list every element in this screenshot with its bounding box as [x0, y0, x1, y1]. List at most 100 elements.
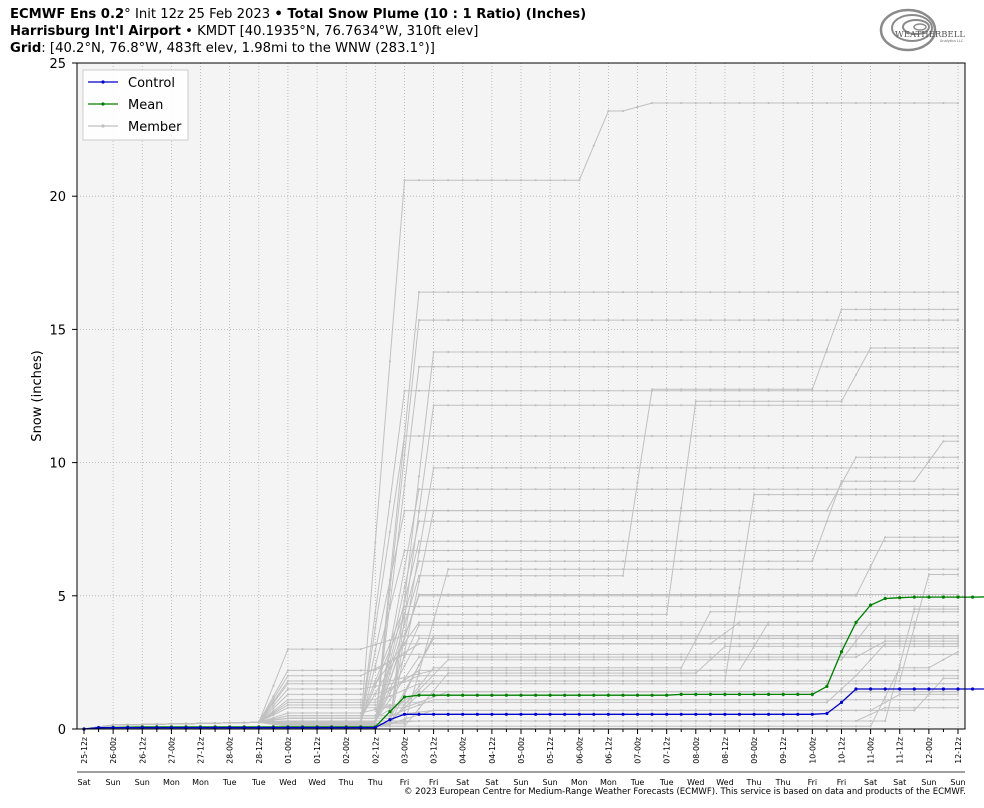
member-point — [432, 319, 435, 322]
member-point — [723, 634, 727, 637]
member-point — [447, 674, 450, 677]
member-point — [417, 688, 421, 692]
member-point — [563, 568, 566, 571]
member-point — [592, 520, 595, 523]
member-point — [607, 656, 610, 659]
member-point — [636, 725, 639, 728]
member-point — [330, 722, 333, 725]
member-point — [490, 682, 493, 685]
member-point — [956, 573, 960, 576]
mean-point — [548, 693, 552, 697]
member-point — [956, 536, 960, 539]
member-point — [403, 484, 406, 487]
member-point — [621, 613, 625, 616]
member-point — [738, 466, 741, 469]
member-point — [840, 488, 843, 491]
member-point — [898, 679, 901, 683]
member-point — [345, 693, 348, 696]
member-point — [549, 404, 552, 407]
member-point — [738, 658, 741, 661]
member-point — [607, 549, 610, 552]
member-point — [782, 101, 785, 105]
member-point — [476, 574, 479, 577]
member-point — [563, 594, 566, 597]
member-point — [432, 594, 435, 597]
member-point — [913, 488, 916, 491]
control-point — [402, 712, 407, 716]
member-point — [854, 642, 858, 645]
member-point — [607, 698, 610, 701]
member-point — [694, 674, 697, 677]
member-point — [286, 711, 289, 715]
member-point — [913, 605, 916, 608]
member-point — [753, 560, 756, 563]
member-point — [796, 658, 799, 661]
member-point — [607, 709, 610, 712]
member-point — [592, 674, 595, 677]
member-point — [796, 404, 799, 407]
member-point — [432, 621, 435, 624]
member-point — [490, 560, 493, 563]
member-point — [563, 621, 566, 624]
member-point — [388, 500, 391, 503]
member-point — [490, 674, 493, 677]
member-point — [505, 682, 508, 685]
member-point — [549, 549, 552, 552]
member-point — [956, 389, 960, 392]
member-point — [680, 389, 683, 392]
member-point — [898, 509, 901, 512]
member-point — [432, 574, 435, 577]
member-point — [796, 719, 799, 723]
member-point — [680, 506, 683, 509]
member-point — [403, 664, 406, 668]
member-point — [490, 669, 493, 672]
member-point — [476, 666, 479, 669]
member-point — [709, 682, 712, 685]
member-point — [884, 593, 887, 596]
member-point — [301, 703, 304, 707]
member-point — [811, 319, 814, 322]
member-point — [272, 697, 275, 701]
member-point — [534, 568, 537, 571]
member-point — [476, 658, 479, 661]
mean-point — [519, 693, 523, 697]
member-point — [549, 624, 552, 627]
mean-point — [883, 596, 887, 601]
x-day-label: Fri — [429, 778, 439, 787]
member-point — [869, 346, 872, 350]
member-point — [825, 624, 829, 627]
member-point — [549, 653, 552, 656]
member-point — [854, 653, 858, 656]
member-point — [316, 674, 319, 677]
member-point — [403, 642, 406, 645]
member-point — [898, 319, 901, 322]
member-point — [840, 621, 843, 624]
member-point — [651, 725, 654, 728]
member-point — [680, 291, 683, 294]
member-point — [723, 632, 727, 635]
member-point — [432, 701, 435, 704]
member-point — [447, 574, 450, 577]
member-point — [388, 679, 391, 683]
member-point — [621, 574, 625, 577]
member-point — [505, 653, 508, 656]
member-point — [738, 605, 741, 608]
member-point — [505, 350, 508, 354]
member-point — [607, 658, 610, 661]
member-point — [782, 404, 785, 407]
member-point — [665, 365, 668, 368]
member-point — [549, 540, 552, 543]
member-point — [345, 698, 348, 701]
member-point — [519, 404, 523, 407]
member-point — [316, 703, 319, 707]
member-point — [461, 594, 464, 597]
member-point — [578, 637, 581, 640]
member-point — [563, 466, 566, 469]
member-point — [374, 698, 377, 701]
y-tick-label: 15 — [49, 323, 66, 338]
member-point — [578, 179, 581, 182]
member-point — [621, 690, 625, 693]
member-point — [519, 549, 523, 552]
member-point — [461, 709, 464, 712]
member-point — [461, 434, 464, 438]
